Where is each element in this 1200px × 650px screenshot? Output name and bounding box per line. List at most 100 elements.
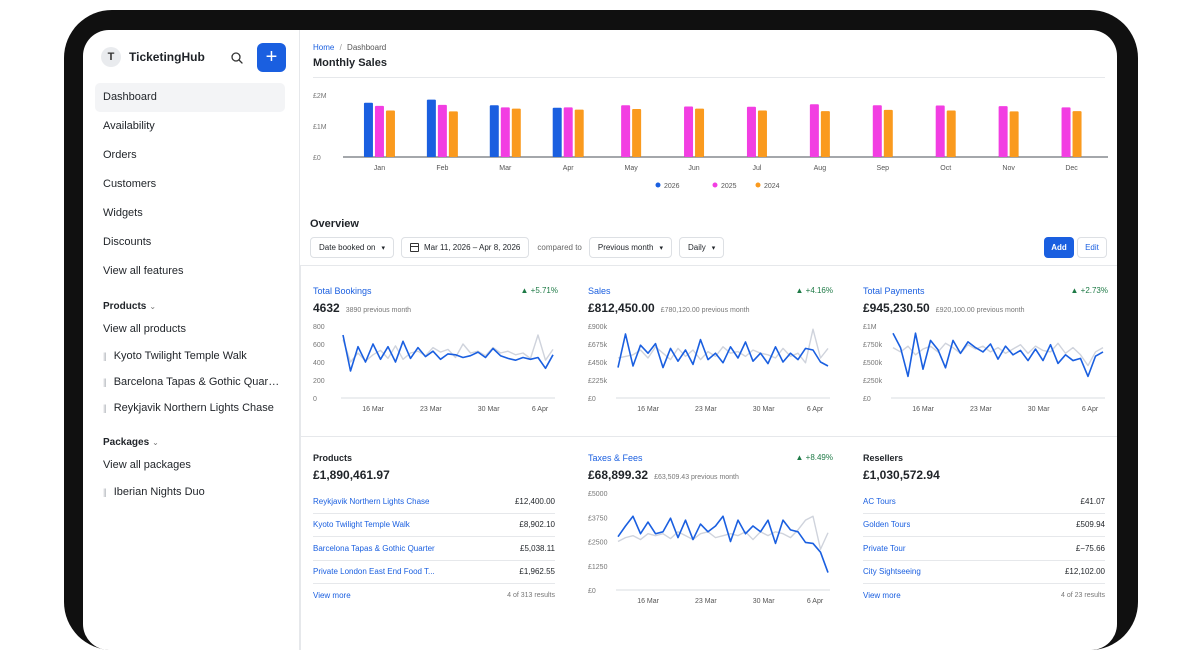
results-count: 4 of 313 results [507,591,555,599]
reseller-link[interactable]: Private Tour [863,543,906,553]
divider [300,436,1117,437]
date-range-picker[interactable]: Mar 11, 2026 – Apr 8, 2026 [401,237,530,258]
y-tick-label: £1250 [588,564,608,571]
x-tick-label: 23 Mar [695,406,717,413]
packages-section-toggle[interactable]: Packages ⌄ [103,437,159,448]
breadcrumb-separator: / [339,43,342,52]
card-title-link[interactable]: Taxes & Fees [588,453,643,463]
taxes-fees-card[interactable]: Taxes & Fees ▲ +8.49% £68,899.32 £63,509.… [588,453,833,643]
y-tick-label: £2M [313,93,327,100]
bar-2024 [820,111,830,157]
products-card: Products £1,890,461.97 Reykjavik Norther… [313,453,558,643]
search-icon[interactable] [228,49,246,67]
drag-handle-icon[interactable]: || [103,487,107,497]
y-tick-label: £900k [588,324,608,331]
legend-swatch [712,182,718,188]
bar-2025 [872,105,882,157]
previous-value: £780,120.00 previous month [660,307,750,314]
workspace-switcher[interactable]: T TicketingHub [101,47,205,67]
compare-period-value: Previous month [597,243,654,252]
bar-2025 [500,107,510,157]
x-tick-label: 16 Mar [912,406,934,413]
legend-label: 2024 [764,183,780,190]
product-item[interactable]: || Barcelona Tapas & Gothic Quarter [103,376,281,388]
card-value: £812,450.00 £780,120.00 previous month [588,301,749,315]
resellers-list: AC Tours £41.07 Golden Tours £509.94 Priva… [863,490,1105,606]
chevron-down-icon: ⌄ [149,302,157,311]
bar-2024 [946,110,956,157]
total-bookings-card[interactable]: Total Bookings ▲ +5.71% 4632 3890 previou… [313,286,558,426]
results-count: 4 of 23 results [1061,591,1105,599]
reseller-link[interactable]: Golden Tours [863,520,911,530]
chevron-down-icon: ⌄ [152,438,159,447]
monthly-sales-chart: £2M £1M £0 Jan Feb Mar Apr May Jun Jul Aug Sep Oct No… [313,93,1108,190]
view-all-products-link[interactable]: View all products [103,323,186,335]
add-widget-button[interactable]: Add [1044,237,1074,258]
reseller-link[interactable]: AC Tours [863,496,896,506]
x-tick-label: Apr [563,165,575,172]
nav-item-customers[interactable]: Customers [103,178,157,190]
product-link[interactable]: Reykjavik Northern Lights Chase [313,496,430,506]
compare-period-dropdown[interactable]: Previous month ▾ [588,237,672,258]
previous-value: £920,100.00 previous month [935,307,1025,314]
bar-2026 [426,99,436,157]
product-link[interactable]: Kyoto Twilight Temple Walk [313,520,410,530]
nav-item-discounts[interactable]: Discounts [103,236,152,248]
x-tick-label: 23 Mar [695,598,717,605]
bar-2025 [563,107,573,157]
card-value-amount: £68,899.32 [588,468,649,482]
nav-item-widgets[interactable]: Widgets [103,207,143,219]
x-tick-label: 23 Mar [420,406,442,413]
view-more-link[interactable]: View more [863,590,901,600]
package-item[interactable]: || Iberian Nights Duo [103,486,281,498]
bar-2024 [574,109,584,157]
nav-item-dashboard[interactable]: Dashboard [95,83,285,112]
nav-item-view-all-features[interactable]: View all features [103,265,184,277]
drag-handle-icon[interactable]: || [103,377,107,387]
drag-handle-icon[interactable]: || [103,351,107,361]
product-item[interactable]: || Kyoto Twilight Temple Walk [103,350,281,362]
delta-badge: ▲ +2.73% [1070,286,1109,295]
date-type-dropdown[interactable]: Date booked on ▾ [310,237,395,258]
x-tick-label: Oct [940,165,951,172]
edit-dashboard-button[interactable]: Edit [1077,237,1107,258]
product-item[interactable]: || Reykjavik Northern Lights Chase [103,402,281,414]
bar-2025 [1061,107,1071,157]
breadcrumb-home-link[interactable]: Home [313,43,335,52]
previous-period-line [617,515,829,550]
card-title-link[interactable]: Sales [588,286,611,296]
product-link[interactable]: Barcelona Tapas & Gothic Quarter [313,543,435,553]
bar-2024 [632,108,642,157]
view-more-link[interactable]: View more [313,590,351,600]
card-title-link[interactable]: Total Bookings [313,286,372,296]
create-new-button[interactable]: + [257,43,286,72]
card-title-link[interactable]: Total Payments [863,286,925,296]
card-value: £945,230.50 £920,100.00 previous month [863,301,1024,315]
granularity-dropdown[interactable]: Daily ▾ [678,237,725,258]
drag-handle-icon[interactable]: || [103,403,107,413]
filter-bar: Date booked on ▾ Mar 11, 2026 – Apr 8, 20… [310,237,731,258]
x-tick-label: 30 Mar [1028,406,1050,413]
bar-2025 [746,106,756,157]
reseller-link[interactable]: City Sightseeing [863,567,921,577]
x-tick-label: Aug [814,165,827,172]
sales-card[interactable]: Sales ▲ +4.16% £812,450.00 £780,120.00 pr… [588,286,833,426]
list-row: City Sightseeing £12,102.00 [863,561,1105,584]
y-tick-label: 800 [313,324,325,331]
nav-item-orders[interactable]: Orders [103,149,137,161]
card-value: £1,890,461.97 [313,468,390,482]
products-section-toggle[interactable]: Products ⌄ [103,301,156,312]
list-row: Golden Tours £509.94 [863,514,1105,537]
view-all-packages-link[interactable]: View all packages [103,459,191,471]
payments-line-chart: £1M £750k £500k £250k £0 16 Mar 23 Mar 30 Mar 6 … [863,324,1105,413]
nav-item-availability[interactable]: Availability [103,120,155,132]
total-payments-card[interactable]: Total Payments ▲ +2.73% £945,230.50 £920,… [863,286,1108,426]
package-item-label: Iberian Nights Duo [113,486,205,498]
current-period-line [617,333,829,369]
x-tick-label: Feb [436,165,448,172]
x-tick-label: 16 Mar [637,598,659,605]
bar-2024 [448,111,458,157]
y-tick-label: £2500 [588,540,608,547]
product-link[interactable]: Private London East End Food T... [313,567,435,577]
bar-2025 [809,104,819,157]
